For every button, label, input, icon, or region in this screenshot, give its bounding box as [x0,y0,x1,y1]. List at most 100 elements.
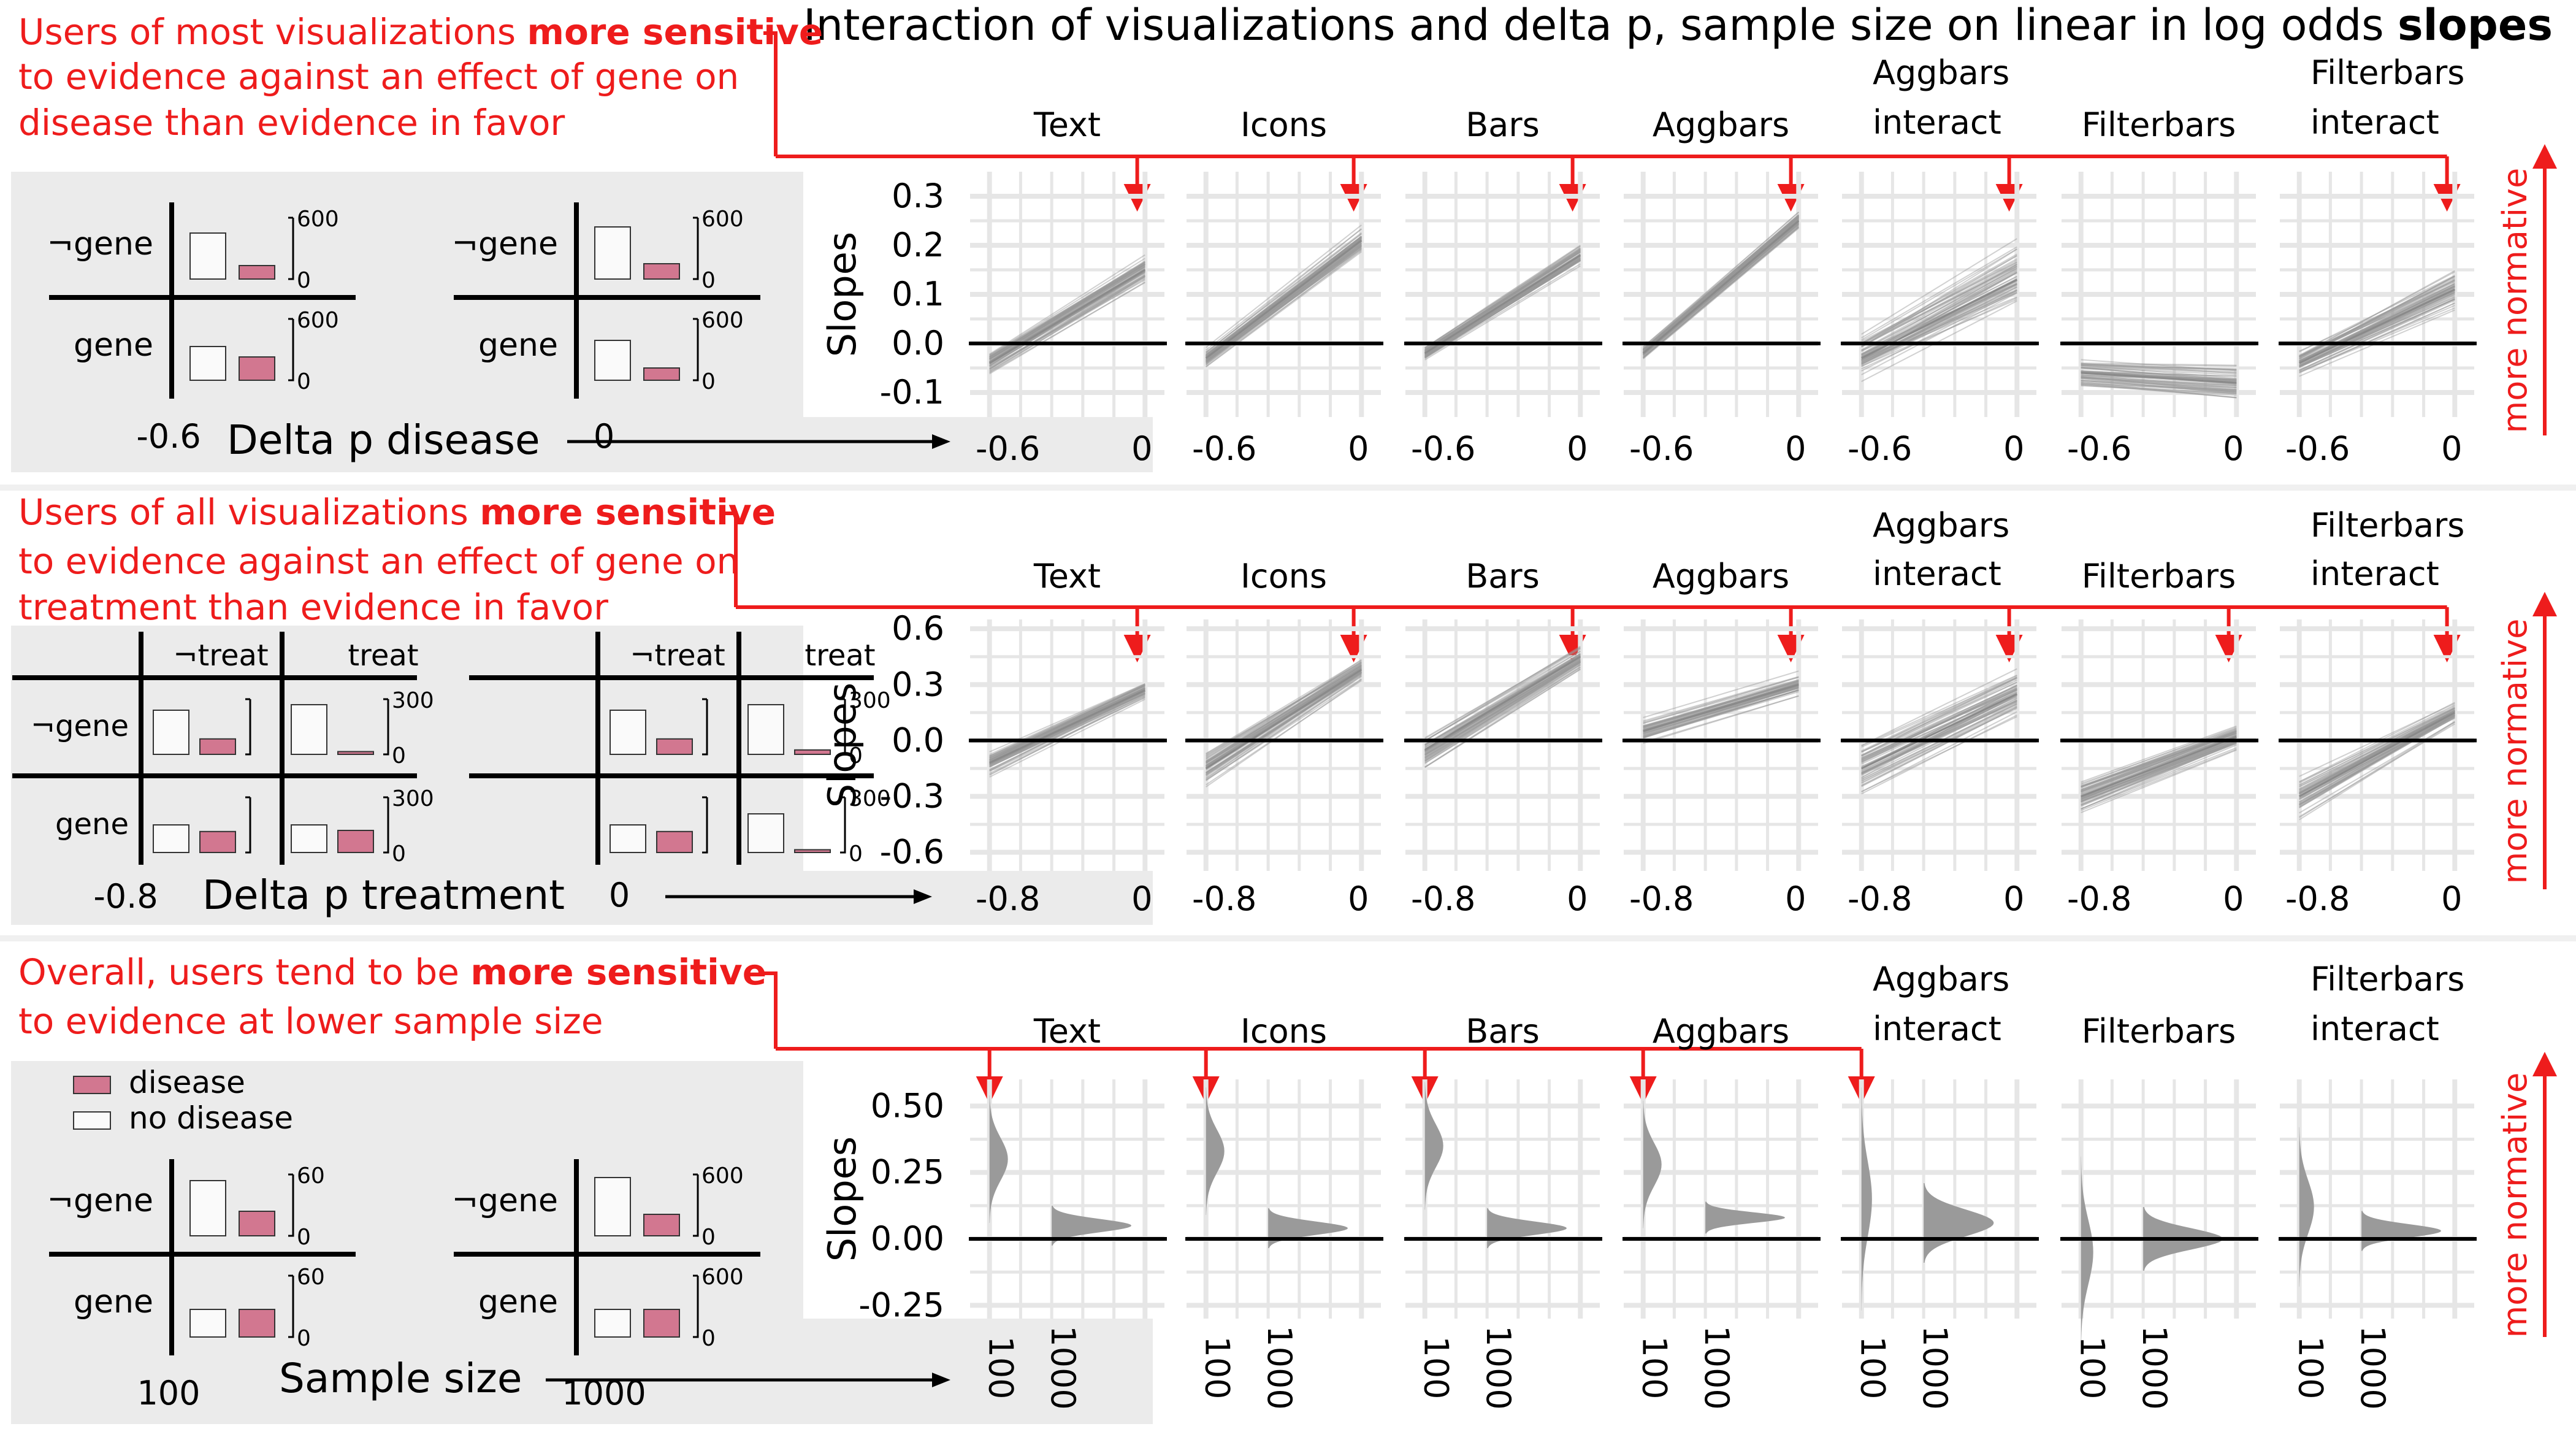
scale-bracket [288,1274,294,1338]
draw-line [1861,280,2017,365]
draw-line [1643,216,1799,350]
x-tick-label: -0.6 [976,429,1040,468]
panel-aggbars-interact: -0.6 0 [1841,172,2039,468]
draw-line [2081,367,2237,381]
legend: ¬treat treat ¬gene 300 0 gene 300 0 ¬treat treat 3… [12,632,932,919]
draw-line [1206,674,1362,773]
draw-line [1206,236,1362,356]
x-tick-label: -0.8 [1411,879,1475,918]
draw-line [1643,224,1799,355]
panel-header: interact [1873,103,2001,142]
draw-line [1861,283,2017,351]
draw-line [1424,646,1581,740]
legend-value-label: 0 [594,417,614,456]
panel-bars: -0.6 0 [1404,172,1602,468]
scale-min-label: 0 [701,268,716,293]
draw-line [2299,716,2455,800]
draw-line [1643,218,1799,351]
row-separator [0,935,2576,941]
draw-line [2299,298,2455,371]
y-axis-title: Slopes [820,1136,865,1262]
draw-line [2299,714,2455,806]
draw-line [2081,371,2237,381]
draw-line [2081,726,2237,786]
x-tick-label: 100 [1417,1336,1456,1399]
draw-line [2081,740,2237,805]
draw-line [1861,266,2017,347]
draw-line [1424,251,1581,353]
scale-max-label: 300 [392,786,434,811]
draw-line [1861,699,2017,772]
draw-line [1206,672,1362,776]
draw-line [2299,299,2455,368]
draw-line [1206,228,1362,351]
panel-text: -0.8 0 [969,619,1167,918]
draw-line [2299,716,2455,805]
panel-header: Bars [1466,557,1539,596]
mean-line [988,269,1146,364]
legend-value-label: -0.6 [136,417,201,456]
draw-line [989,263,1145,357]
disease-bar [239,1211,275,1236]
draw-line [1643,218,1799,353]
legend-value-label: 100 [137,1374,200,1412]
draw-line [1643,216,1799,352]
draw-line [1424,251,1581,350]
normative-label: more normative [2496,1073,2534,1338]
scale-min-label: 0 [701,1326,716,1351]
no-disease-bar [610,710,646,755]
draw-line [1643,223,1799,358]
draw-line [1424,659,1581,754]
x-tick-label: 0 [2223,429,2244,468]
y-tick-label: -0.25 [858,1285,944,1324]
draw-line [2299,291,2455,366]
draw-line [2081,740,2237,802]
draw-line [2299,715,2455,808]
draw-line [1643,215,1799,348]
draw-line [2081,749,2237,811]
draw-line [989,693,1145,767]
draw-line [2081,738,2237,800]
draw-line [2081,744,2237,810]
x-tick-label: 1000 [1697,1325,1736,1409]
draw-line [1206,667,1362,764]
density-shape [1924,1183,1994,1263]
draw-line [1643,676,1799,722]
draw-line [2299,710,2455,793]
draw-line [2299,721,2455,814]
draw-line [1424,248,1581,351]
draw-line [2299,295,2455,367]
draw-line [1861,687,2017,762]
draw-line [2081,383,2237,398]
annotation-connector [763,31,778,156]
draw-line [2081,374,2237,385]
scale-bracket [288,216,294,280]
treat-header: treat [348,638,418,673]
draw-line [1643,215,1799,351]
scale-bracket [288,1173,294,1237]
draw-line [2081,740,2237,800]
draw-line [2299,721,2455,818]
draw-line [1643,217,1799,351]
scale-max-label: 300 [849,688,891,713]
draw-line [2299,305,2455,372]
draw-line [1861,714,2017,795]
draw-line [1861,255,2017,348]
draw-line [989,688,1145,763]
draw-line [1643,695,1799,744]
draw-line [1643,215,1799,350]
draw-line [1861,299,2017,367]
draw-line [2299,298,2455,371]
scale-max-label: 600 [297,308,339,333]
draw-line [2081,375,2237,386]
annotation-line: Overall, users tend to be more sensitive [18,951,766,993]
draw-line [1643,689,1799,738]
draw-line [2081,370,2237,382]
draw-line [1424,250,1581,351]
draw-line [1861,707,2017,787]
draw-line [2299,710,2455,787]
draw-line [989,687,1145,761]
panel-header: interact [1873,1009,2001,1048]
draw-line [2299,271,2455,356]
